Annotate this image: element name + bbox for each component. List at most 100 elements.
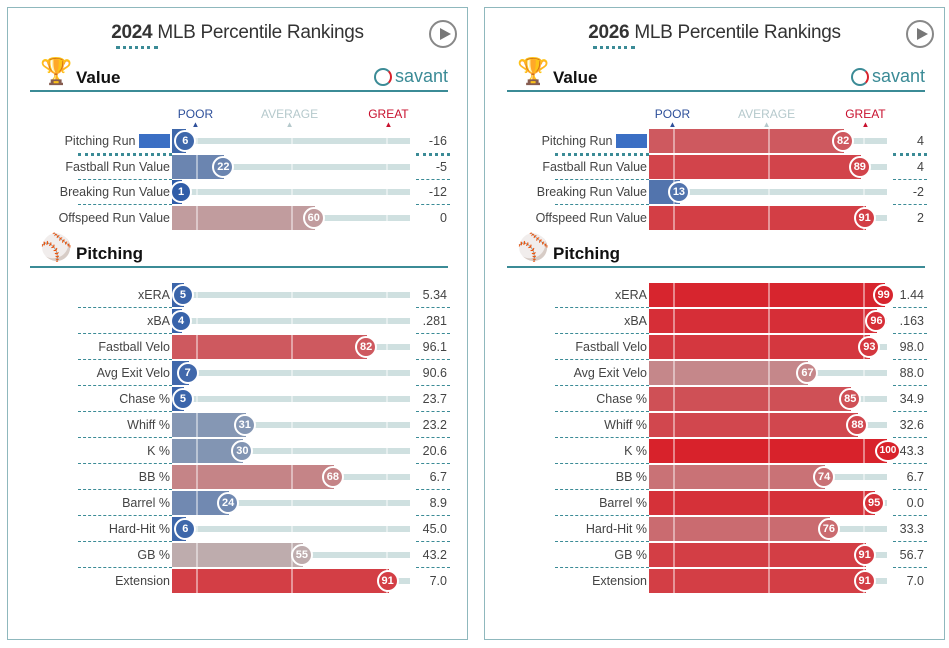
metric-label: Fastball Velo (98, 339, 170, 354)
metric-label: xBA (147, 313, 170, 328)
percentile-badge: 82 (832, 130, 855, 152)
savant-logo[interactable]: savant (850, 66, 925, 87)
bar-gridline (386, 309, 389, 333)
metric-row[interactable]: BB % 68 6.7 (8, 465, 467, 489)
percentile-panel-2026: 2026 MLB Percentile Rankings 🏆 Value savant… (484, 7, 945, 640)
metric-row[interactable]: Avg Exit Velo 7 90.6 (8, 361, 467, 385)
percentile-bar (649, 335, 871, 359)
bar-gridline (863, 129, 866, 153)
metric-value: -12 (428, 185, 447, 200)
bar-gridline (195, 283, 198, 307)
metric-label-text: GB % (614, 548, 647, 562)
percentile-track (172, 163, 410, 170)
value-section-title: Value (553, 68, 598, 87)
percentile-badge: 13 (667, 181, 690, 204)
metric-row[interactable]: Hard-Hit % 6 45.0 (8, 517, 467, 541)
metric-row[interactable]: xBA 96 .163 (485, 309, 944, 333)
row-divider (78, 541, 172, 542)
bar-gridline (386, 465, 389, 489)
metric-row[interactable]: Barrel % 95 0.0 (485, 491, 944, 515)
metric-row[interactable]: K % 100 43.3 (485, 439, 944, 463)
metric-row[interactable]: Fastball Run Value 22 -5 (8, 154, 467, 179)
row-divider (416, 489, 450, 490)
metric-row[interactable]: Breaking Run Value 13 -2 (485, 180, 944, 205)
metric-label: Extension (592, 573, 647, 588)
row-divider (78, 463, 172, 464)
row-divider (416, 153, 450, 156)
metric-row[interactable]: Fastball Velo 82 96.1 (8, 335, 467, 359)
bar-gridline (768, 361, 770, 385)
bar-gridline (195, 129, 198, 153)
metric-row[interactable]: GB % 91 56.7 (485, 543, 944, 567)
percentile-badge: 68 (321, 466, 344, 488)
metric-row[interactable]: Fastball Run Value 89 4 (485, 154, 944, 179)
metric-row[interactable]: BB % 74 6.7 (485, 465, 944, 489)
metric-row[interactable]: Chase % 5 23.7 (8, 387, 467, 411)
baseball-icon (850, 68, 869, 86)
bar-gridline (672, 543, 675, 567)
percentile-bar (649, 206, 866, 231)
bar-gridline (195, 517, 198, 541)
metric-label-text: Barrel % (122, 496, 170, 510)
row-divider (416, 307, 450, 308)
percentile-badge: 88 (846, 414, 869, 436)
metric-row[interactable]: Whiff % 31 23.2 (8, 413, 467, 437)
metric-row[interactable]: Extension 91 7.0 (485, 569, 944, 593)
value-section-header: 🏆 Value savant (507, 56, 925, 92)
percentile-track (172, 500, 410, 506)
percentile-track (172, 189, 410, 196)
value-section-header: 🏆 Value savant (30, 56, 448, 92)
percentile-badge: 74 (813, 466, 836, 488)
metric-label: xERA (138, 287, 170, 302)
metric-row[interactable]: Pitching Run Value 82 4 (485, 129, 944, 153)
metric-label: Avg Exit Velo (574, 365, 647, 380)
metric-row[interactable]: Offspeed Run Value 91 2 (485, 206, 944, 231)
metric-row[interactable]: Barrel % 24 8.9 (8, 491, 467, 515)
percentile-bar (649, 465, 826, 489)
metric-value: 0.0 (906, 496, 924, 510)
metric-row[interactable]: Avg Exit Velo 67 88.0 (485, 361, 944, 385)
metric-value: 5.34 (422, 288, 447, 302)
play-button[interactable] (429, 20, 457, 48)
metric-value: .163 (899, 314, 924, 328)
metric-value: 43.2 (422, 548, 447, 562)
metric-row[interactable]: xERA 5 5.34 (8, 283, 467, 307)
metric-row[interactable]: Pitching Run Value 6 -16 (8, 129, 467, 153)
metric-row[interactable]: xERA 99 1.44 (485, 283, 944, 307)
metric-row[interactable]: Offspeed Run Value 60 0 (8, 206, 467, 231)
bar-gridline (768, 335, 770, 359)
metric-row[interactable]: xBA 4 .281 (8, 309, 467, 333)
bar-gridline (386, 129, 389, 153)
row-divider (555, 359, 649, 360)
percentile-bar (172, 569, 389, 593)
row-divider (555, 489, 649, 490)
row-divider (555, 567, 649, 568)
metric-label-text: Extension (115, 574, 170, 588)
metric-value: .281 (422, 314, 447, 328)
metric-row[interactable]: K % 30 20.6 (8, 439, 467, 463)
bar-gridline (863, 361, 866, 385)
savant-logo[interactable]: savant (373, 66, 448, 87)
metric-label-text: BB % (138, 470, 170, 484)
metric-label: Breaking Run Value (537, 184, 647, 199)
play-button[interactable] (906, 20, 934, 48)
bar-gridline (672, 413, 675, 437)
row-divider (893, 567, 927, 568)
baseball-icon (373, 68, 392, 86)
metric-row[interactable]: Whiff % 88 32.6 (485, 413, 944, 437)
metric-label-text: Fastball Run Value (65, 159, 170, 174)
metric-row[interactable]: GB % 55 43.2 (8, 543, 467, 567)
metric-row[interactable]: Extension 91 7.0 (8, 569, 467, 593)
metric-row[interactable]: Fastball Velo 93 98.0 (485, 335, 944, 359)
bar-gridline (386, 361, 389, 385)
metric-row[interactable]: Breaking Run Value 1 -12 (8, 180, 467, 205)
metric-row[interactable]: Hard-Hit % 76 33.3 (485, 517, 944, 541)
metric-row[interactable]: Chase % 85 34.9 (485, 387, 944, 411)
metric-label-text: xERA (615, 288, 647, 302)
pitching-section-title: Pitching (553, 244, 621, 263)
percentile-panel-2024: 2024 MLB Percentile Rankings 🏆 Value savant… (7, 7, 468, 640)
percentile-bar (649, 154, 861, 179)
metric-label-text: Pitching Run (64, 134, 139, 148)
scale-label-poor: POOR (178, 107, 213, 121)
title-year: 2024 (111, 22, 153, 43)
